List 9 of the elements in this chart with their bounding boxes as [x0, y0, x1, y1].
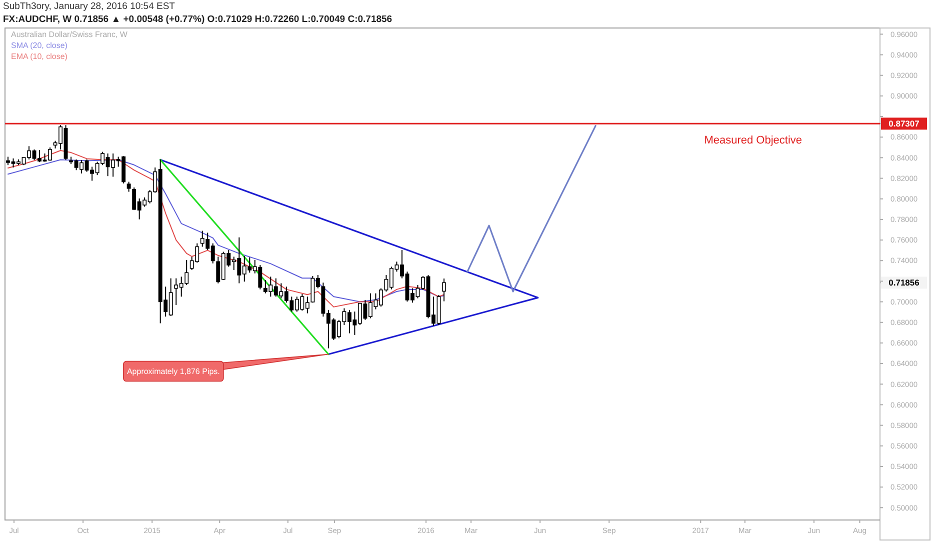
y-tick-label: 0.87307 — [888, 118, 920, 129]
ref-line-label: Measured Objective — [704, 134, 802, 147]
y-tick-label: 0.71856 — [888, 278, 920, 288]
text: SMA (20, close) — [11, 41, 68, 50]
text: EMA (10, close) — [11, 52, 68, 61]
annotation: Approximately 1,876 Pips. — [126, 367, 220, 376]
chart-subtitle: FX:AUDCHF, W 0.71856 ▲ +0.00548 (+0.77%) O:0.71029 H:0.72260 L:0.70049 C:0.71856 — [3, 14, 392, 25]
chart-title: SubTh3ory, January 28, 2016 10:54 EST — [3, 1, 176, 12]
legend-title: Australian Dollar/Swiss Franc, W — [11, 30, 128, 39]
